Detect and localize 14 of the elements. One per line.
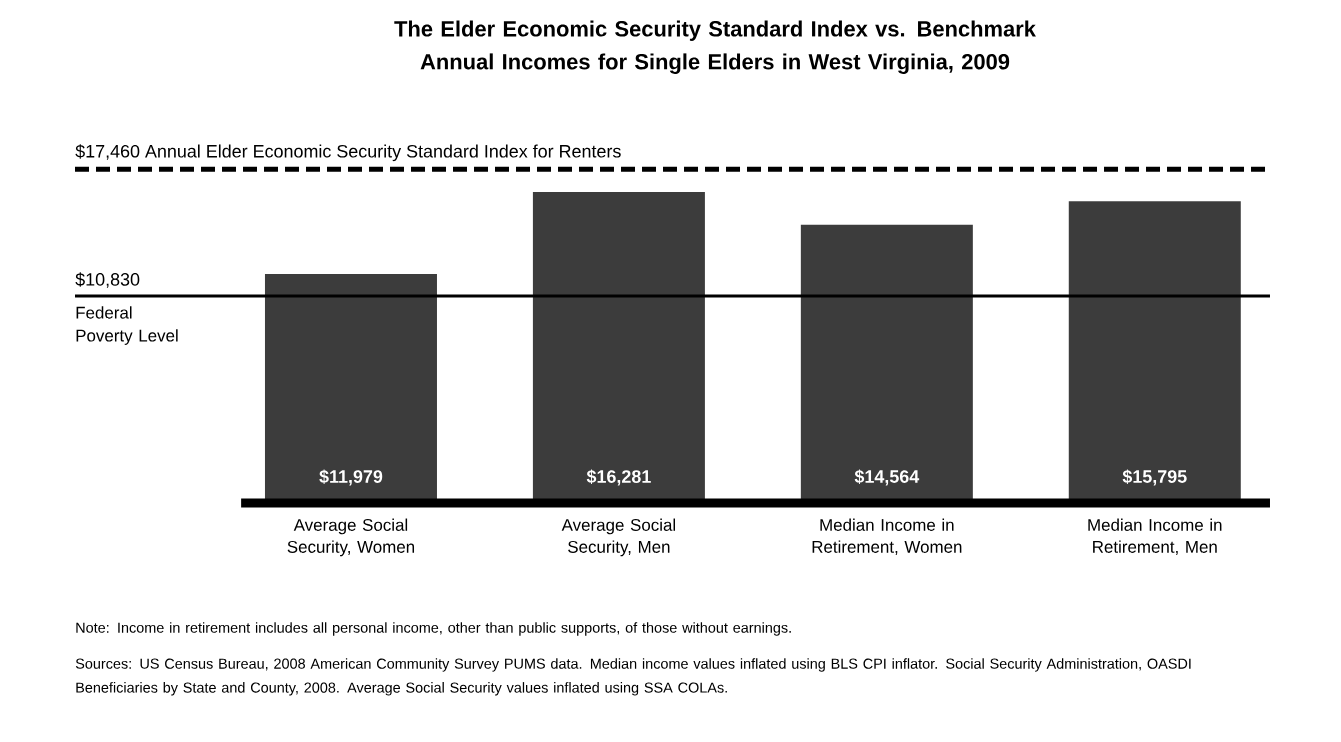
data-label: $11,979 xyxy=(319,469,383,486)
data-label: $14,564 xyxy=(854,469,920,486)
data-label: $16,281 xyxy=(586,469,651,486)
data-label: $15,795 xyxy=(1122,469,1187,486)
annotation: Federal Poverty Level xyxy=(76,306,178,345)
ref-line-label: $17,460 Annual Elder Economic Security Standard Index for Renters xyxy=(75,144,621,162)
source-note: Sources: US Census Bureau, 2008 American Community Survey PUMS data. Median income values inflated using BLS CPI inflator. Social Security Administration, OASDI Beneficiaries by State and County, 2008. Average Social Security values inflated using SSA COLAs. xyxy=(75,658,1191,696)
x-tick-label: Median Income in Retirement, Women xyxy=(812,518,962,555)
ref-line-label: $10,830 xyxy=(75,272,140,288)
x-tick-label: Average Social Security, Women xyxy=(287,518,415,557)
x-tick-label: Median Income in Retirement, Men xyxy=(1088,518,1222,555)
text: Note: Income in retirement includes all personal income, other than public supports, of those without earnings. xyxy=(76,622,791,636)
x-tick-label: Average Social Security, Men xyxy=(561,518,676,557)
chart-title: The Elder Economic Security Standard Index vs. Benchmark Annual Incomes for Single Elders in West Virginia, 2009 xyxy=(394,20,1036,74)
